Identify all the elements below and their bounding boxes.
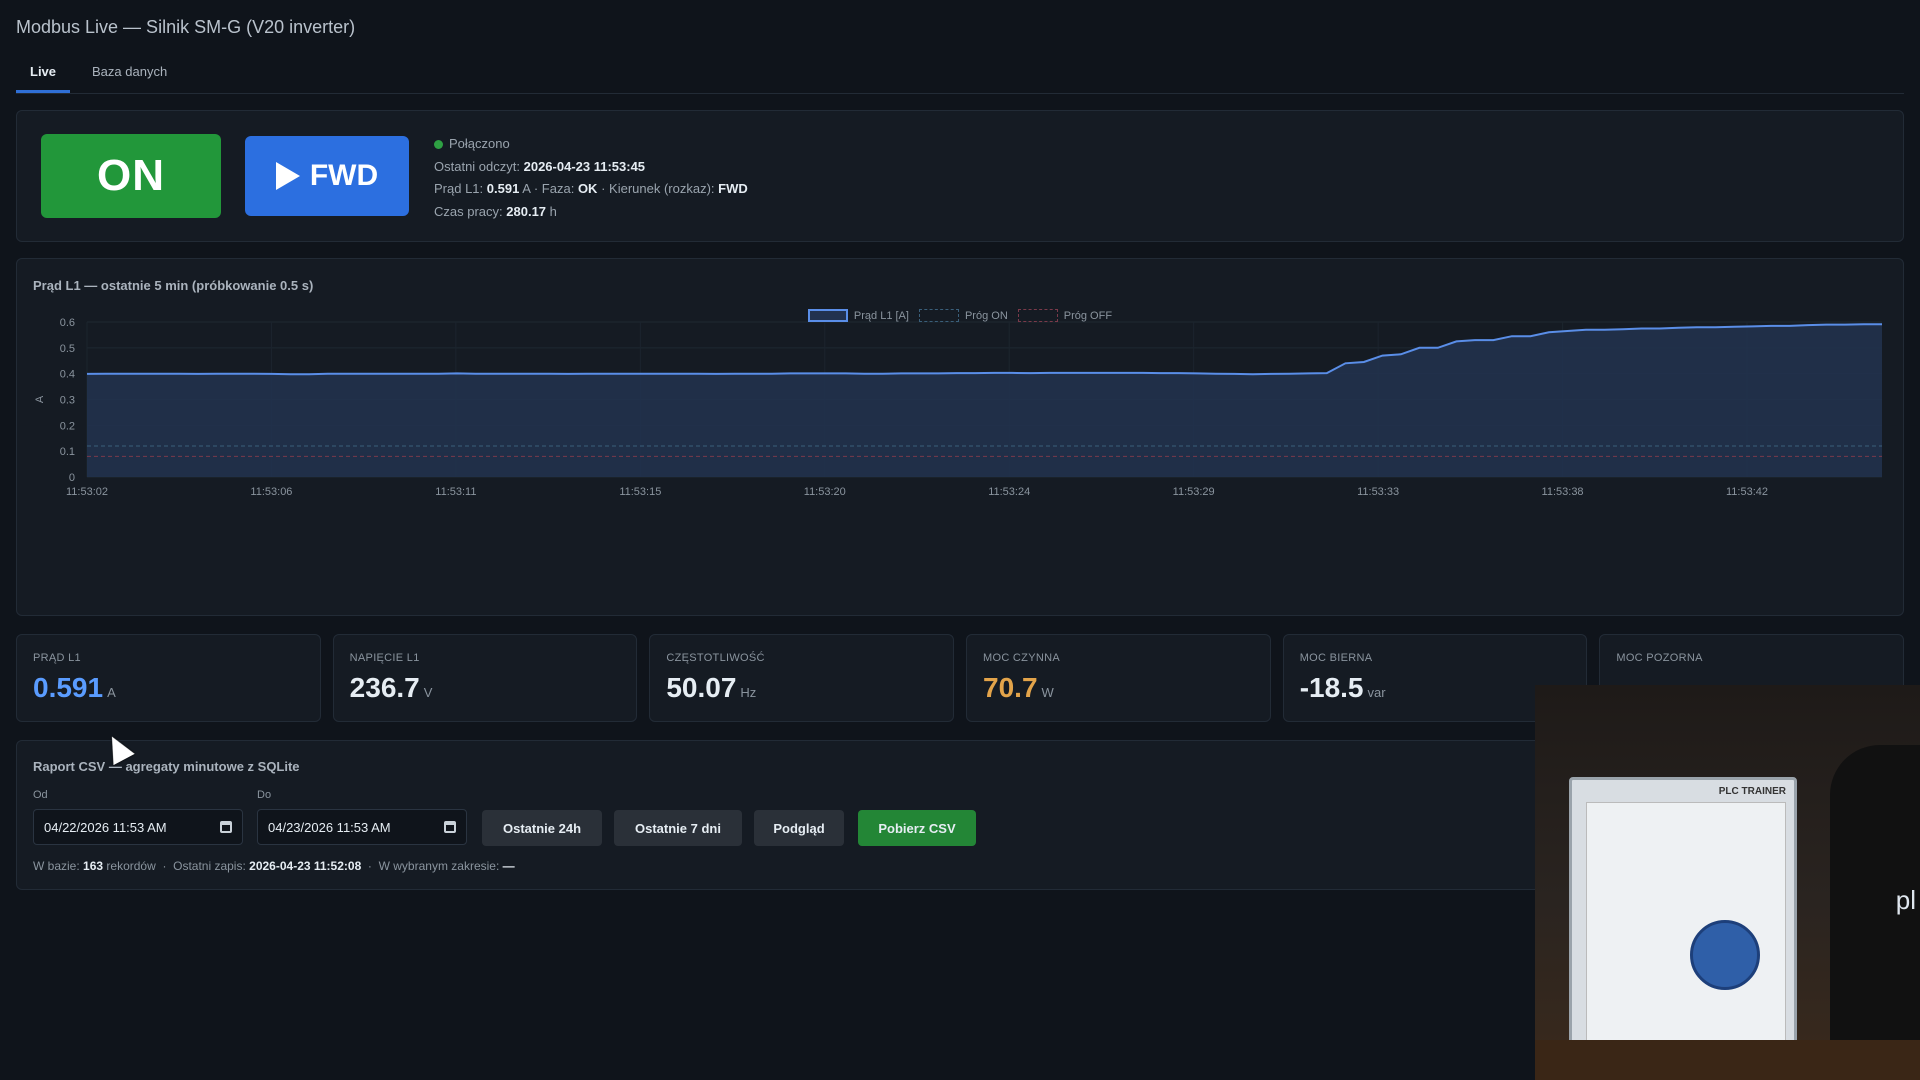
app-title: Modbus Live — Silnik SM-G (V20 inverter) [16,17,356,37]
from-label: Od [33,789,48,801]
preview-button[interactable]: Podgląd [754,810,844,846]
connected-dot-icon [434,140,443,150]
presenter-image [1830,745,1920,1080]
chart-legend: Prąd L1 [A] Próg ON Próg OFF [17,309,1903,322]
y-tick-label: 0.1 [60,446,75,458]
legend-item-off[interactable]: Próg OFF [1017,309,1112,322]
legend-swatch-off [1017,309,1058,322]
motor-image [1690,920,1760,990]
x-tick-label: 11:53:38 [1542,486,1584,498]
plc-trainer-image: PLC TRAINER [1569,777,1797,1057]
x-tick-label: 11:53:20 [804,486,846,498]
status-panel: ON FWD Połączono Ostatni odczyt: 2026-04… [16,110,1904,242]
y-tick-label: 0.4 [60,369,75,381]
tab-live[interactable]: Live [16,60,71,93]
calendar-icon[interactable] [444,821,456,833]
x-tick-label: 11:53:24 [988,486,1030,498]
chart-title: Prąd L1 — ostatnie 5 min (próbkowanie 0.… [33,278,314,293]
legend-item-on[interactable]: Próg ON [918,309,1008,322]
y-axis-label: A [34,395,46,403]
metric-cards: PRĄD L1 0.591 A NAPIĘCIE L1 236.7 V CZĘSTO… [16,634,1905,722]
y-tick-label: 0.6 [60,317,75,329]
to-date-input[interactable]: 04/23/2026 11:53 AM [257,809,467,845]
current-line: Prąd L1: 0.591 A · Faza: OK · Kierunek (… [434,181,748,196]
x-tick-label: 11:53:11 [435,486,476,498]
y-tick-label: 0 [69,472,75,484]
series-area [87,324,1882,477]
play-icon [275,162,300,190]
x-tick-label: 11:53:06 [250,486,292,498]
last-7-days-button[interactable]: Ostatnie 7 dni [614,810,742,846]
y-tick-label: 0.5 [60,343,75,355]
card-active-power: MOC CZYNNA 70.7 W [966,634,1271,722]
card-voltage: NAPIĘCIE L1 236.7 V [332,634,638,722]
report-title: Raport CSV — agregaty minutowe z SQLite [33,759,300,774]
fwd-label: FWD [309,159,379,192]
tab-database[interactable]: Baza danych [92,64,168,79]
series-line [86,323,1882,376]
to-label: Do [257,789,272,801]
connection-status: Połączono [434,133,748,156]
from-date-input[interactable]: 04/22/2026 11:53 AM [33,809,243,845]
desk-image [1535,1040,1920,1080]
legend-swatch-series [807,309,848,322]
x-tick-label: 11:53:29 [1173,486,1215,498]
x-tick-label: 11:53:02 [66,486,108,498]
fwd-button[interactable]: FWD [245,136,409,216]
x-tick-label: 11:53:33 [1357,486,1399,498]
download-csv-button[interactable]: Pobierz CSV [858,810,976,846]
y-tick-label: 0.2 [60,420,75,432]
calendar-icon[interactable] [220,821,232,833]
x-tick-label: 11:53:42 [1726,486,1768,498]
on-button[interactable]: ON [41,134,221,218]
y-tick-label: 0.3 [60,395,75,407]
legend-item-series[interactable]: Prąd L1 [A] [807,309,909,322]
last-24h-button[interactable]: Ostatnie 24h [482,810,602,846]
last-read: Ostatni odczyt: 2026-04-23 11:53:45 [434,158,646,174]
chart-panel: 0 0.1 0.2 0.3 0.4 0.5 0.6 11:53:02 11:53:06 11:53… [16,258,1904,616]
tab-bar: Live Baza danych [16,60,1904,94]
webcam-overlay: PLC TRAINER pl [1535,685,1920,1080]
current-chart: 0 0.1 0.2 0.3 0.4 0.5 0.6 11:53:02 11:53:06 11:53… [34,317,1882,498]
status-info: Połączono Ostatni odczyt: 2026-04-23 11:… [434,133,748,223]
card-current: PRĄD L1 0.591 A [16,634,321,722]
runtime: Czas pracy: 280.17 h [434,203,557,219]
report-meta: W bazie: 163 rekordów · Ostatni zapis: 2… [33,859,515,873]
card-frequency: CZĘSTOTLIWOŚĆ 50.07 Hz [649,634,955,722]
x-tick-label: 11:53:15 [619,486,661,498]
legend-swatch-on [918,309,959,322]
